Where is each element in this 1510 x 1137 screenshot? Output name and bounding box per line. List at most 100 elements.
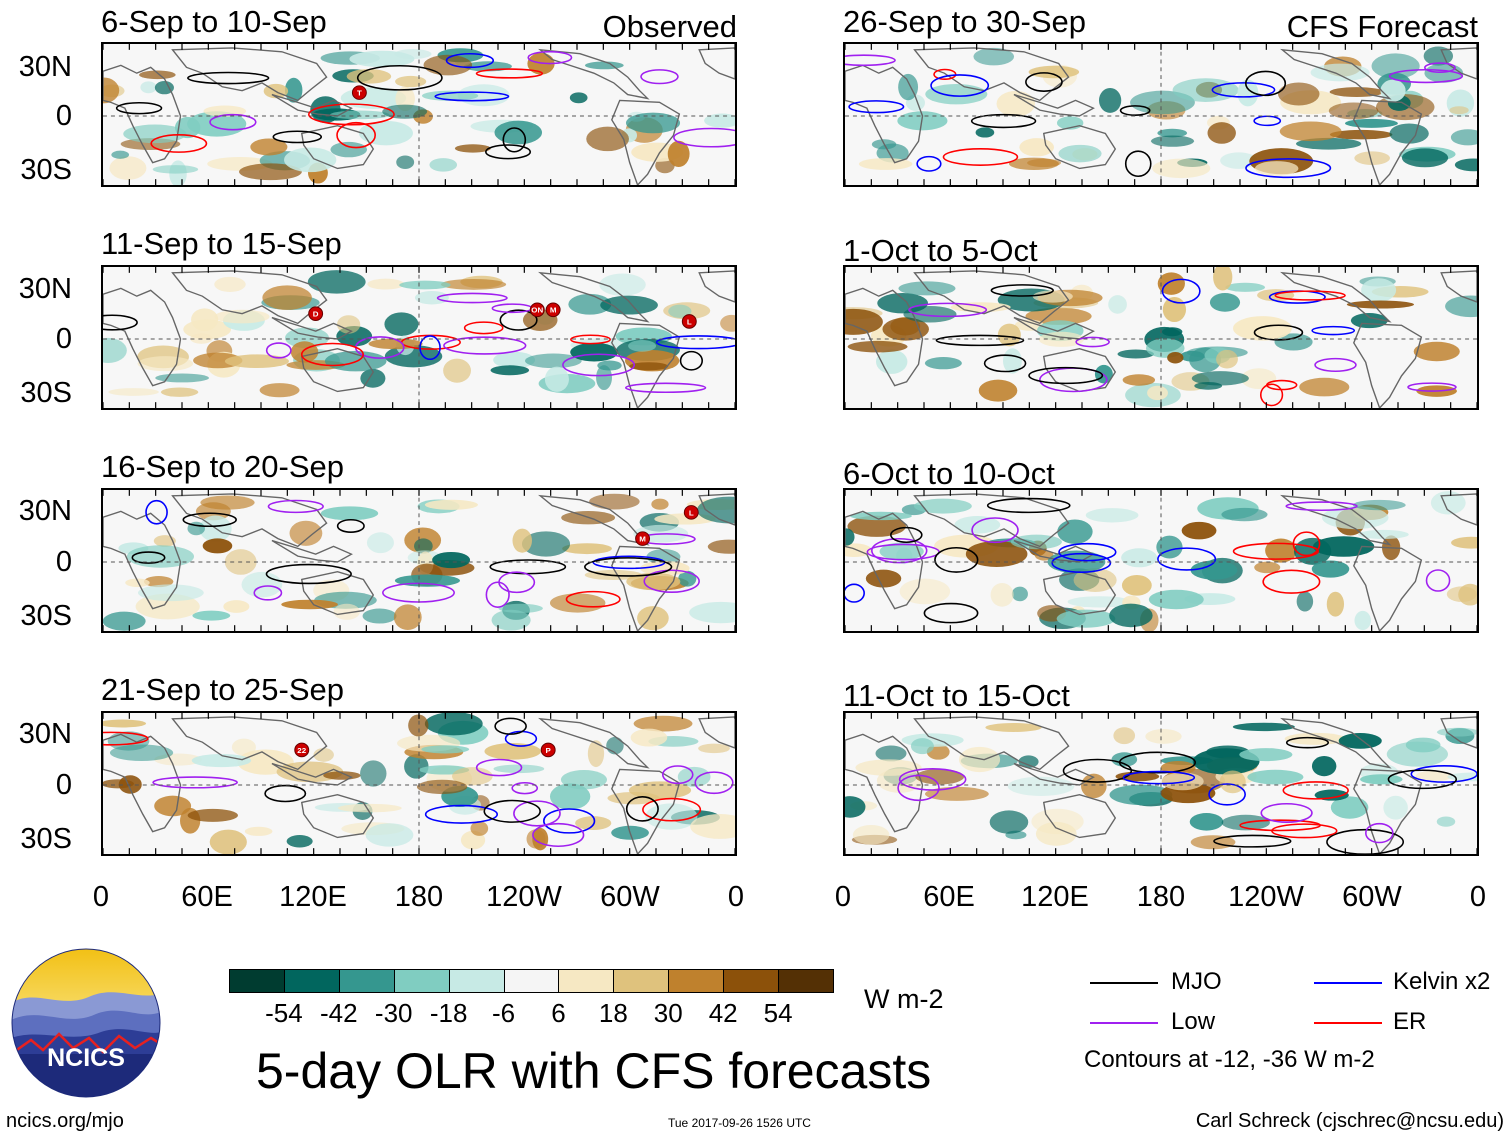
coastline (171, 47, 328, 102)
olr-anomaly-blob (494, 120, 543, 145)
legend-kelvin-line (1314, 982, 1382, 984)
coastline (1440, 270, 1477, 303)
wave-contour (908, 302, 988, 318)
olr-anomaly-blob (1358, 529, 1409, 540)
wave-contour (1285, 736, 1330, 749)
coastline (1353, 545, 1423, 631)
wave-contour (970, 113, 1037, 129)
wave-contour (1232, 542, 1319, 560)
olr-anomaly-blob (1162, 296, 1187, 323)
olr-anomaly-blob (1162, 327, 1183, 337)
olr-anomaly-blob (689, 601, 735, 624)
wave-contour (1051, 552, 1112, 573)
olr-anomaly-blob (845, 796, 866, 818)
wave-contour (1211, 82, 1276, 98)
wave-contour (1118, 751, 1196, 774)
olr-anomaly-blob (155, 373, 209, 383)
olr-anomaly-blob (1019, 138, 1054, 157)
olr-anomaly-blob (493, 764, 545, 774)
olr-anomaly-blob (996, 90, 1036, 117)
olr-anomaly-blob (1430, 491, 1466, 515)
olr-anomaly-blob (432, 551, 471, 569)
olr-anomaly-blob (187, 808, 238, 822)
olr-anomaly-blob (646, 549, 681, 565)
coastline (271, 762, 353, 786)
olr-anomaly-blob (697, 496, 735, 524)
wave-contour (1424, 62, 1456, 73)
coastline (300, 793, 375, 839)
legend-note: Contours at -12, -36 W m-2 (1084, 1046, 1375, 1073)
olr-anomaly-blob (1383, 795, 1408, 820)
lat-label-eq: 0 (55, 546, 72, 578)
olr-anomaly-blob (1180, 350, 1205, 362)
olr-anomaly-blob (1145, 729, 1182, 744)
olr-anomaly-blob (429, 158, 458, 172)
olr-anomaly-blob (451, 767, 493, 786)
olr-anomaly-blob (384, 312, 419, 336)
olr-anomaly-blob (1213, 267, 1233, 291)
olr-anomaly-blob (399, 280, 451, 290)
olr-anomaly-blob (1225, 282, 1266, 292)
olr-anomaly-blob (1361, 278, 1397, 303)
wave-contour (253, 585, 283, 601)
olr-anomaly-blob (625, 112, 681, 134)
coastline (1353, 322, 1423, 408)
storm-marker: 22 (294, 742, 310, 758)
olr-anomaly-blob (1147, 385, 1168, 401)
olr-anomaly-blob (985, 723, 1042, 732)
olr-anomaly-blob (153, 535, 176, 547)
coastline (300, 124, 375, 170)
footer-url[interactable]: ncics.org/mjo (6, 1110, 124, 1132)
panel-title-obs-3: 16-Sep to 20-Sep (101, 449, 345, 484)
coastline (698, 493, 735, 526)
wave-contour (624, 382, 707, 394)
olr-anomaly-blob (1279, 121, 1342, 142)
ncics-logo: NCICS (11, 948, 161, 1098)
coastline (845, 733, 924, 833)
wave-contour (511, 781, 539, 795)
lon-label-60w: 60W (600, 881, 660, 913)
olr-anomaly-blob (606, 736, 624, 755)
olr-anomaly-blob (1150, 135, 1195, 147)
olr-anomaly-blob (1451, 536, 1477, 549)
olr-anomaly-blob (630, 728, 668, 747)
coastline (1280, 48, 1392, 100)
map-panel-fc-1 (843, 42, 1479, 187)
olr-anomaly-blob (973, 47, 1015, 66)
olr-anomaly-blob (584, 61, 624, 70)
colorbar-swatch (393, 969, 450, 993)
storm-marker: M (545, 302, 561, 318)
olr-anomaly-blob (1028, 65, 1080, 79)
colorbar-tick-label: -42 (320, 998, 358, 1028)
olr-anomaly-blob (549, 593, 606, 613)
olr-anomaly-blob (698, 743, 730, 754)
wave-contour (1062, 758, 1133, 783)
olr-anomaly-blob (704, 113, 735, 128)
olr-anomaly-blob (549, 783, 591, 810)
olr-anomaly-blob (1148, 589, 1204, 610)
coastline (611, 768, 681, 854)
coastline (103, 287, 182, 387)
olr-anomaly-blob (154, 81, 174, 95)
wave-contour (424, 804, 499, 824)
olr-anomaly-blob (1345, 118, 1398, 128)
coastline (845, 64, 924, 164)
olr-anomaly-blob (414, 538, 433, 554)
map-panel-obs-2: D ON M L (101, 265, 737, 410)
colorbar-swatch (338, 969, 395, 993)
wave-contour (971, 517, 1019, 544)
wave-contour (1365, 822, 1394, 844)
olr-anomaly-blob (525, 353, 582, 369)
olr-anomaly-blob (975, 127, 995, 138)
wave-contour (848, 100, 905, 114)
olr-anomaly-blob (1447, 772, 1477, 782)
olr-anomaly-blob (899, 578, 951, 605)
olr-anomaly-blob (333, 603, 360, 620)
colorbar-swatch (283, 969, 340, 993)
wave-contour (264, 784, 307, 803)
olr-anomaly-blob (103, 337, 127, 363)
olr-anomaly-blob (160, 387, 199, 397)
olr-anomaly-blob (852, 825, 890, 845)
olr-anomaly-blob (192, 610, 231, 621)
wave-contour (983, 354, 1027, 373)
